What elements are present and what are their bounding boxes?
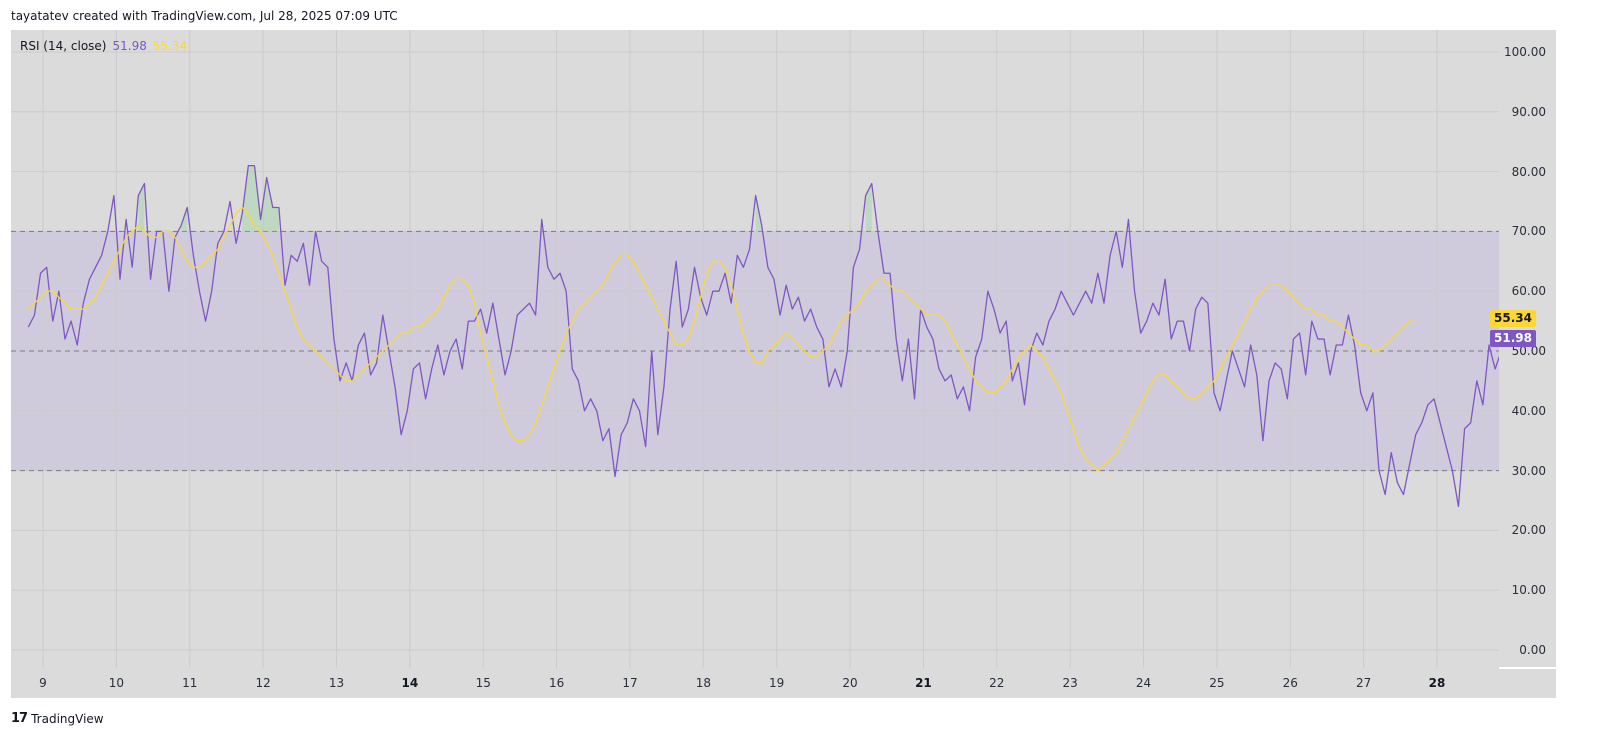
- price-tick-label: 50.00: [1511, 344, 1546, 358]
- legend-rsi-value: 51.98: [112, 39, 147, 53]
- price-tick-label: 70.00: [1511, 224, 1546, 239]
- time-tick-label: 23: [1062, 676, 1078, 690]
- time-tick-label: 27: [1356, 676, 1372, 690]
- price-tick-label: 30.00: [1511, 463, 1546, 478]
- time-tick-label: 21: [915, 676, 932, 690]
- axis-divider: [1499, 667, 1556, 669]
- attribution-header: tayatatev created with TradingView.com, …: [11, 9, 398, 23]
- time-tick-label: 25: [1209, 676, 1225, 690]
- time-tick-label: 28: [1428, 676, 1446, 690]
- brand-name: TradingView: [31, 711, 104, 726]
- tradingview-logo-icon: 17: [11, 711, 28, 726]
- rsi-plot: [11, 30, 1600, 668]
- time-tick-label: 14: [401, 676, 419, 690]
- indicator-legend[interactable]: RSI (14, close) 51.98 55.34: [20, 39, 187, 53]
- time-tick-label: 11: [182, 676, 198, 690]
- chart-pane[interactable]: RSI (14, close) 51.98 55.34: [11, 30, 1600, 668]
- time-tick-label: 13: [328, 676, 345, 690]
- rsi-value-badge: 51.98: [1490, 330, 1536, 347]
- time-tick-label: 24: [1135, 676, 1152, 690]
- price-axis[interactable]: 100.00 90.00 80.00 70.00 60.00 50.00 40.00 30.0…: [1499, 30, 1556, 698]
- ma-value-badge: 55.34: [1490, 310, 1536, 327]
- time-axis[interactable]: 9 10 11 12 13 14 15 16 17 18 19 20 21 22 23 24 25 26 27 28: [11, 668, 1499, 698]
- price-tick-label: 80.00: [1511, 164, 1546, 179]
- legend-name: RSI (14, close): [20, 39, 107, 53]
- time-tick-label: 20: [842, 676, 858, 690]
- time-tick-label: 15: [475, 676, 491, 690]
- time-tick-label: 10: [108, 676, 124, 690]
- price-tick-label: 0.00: [1519, 643, 1546, 657]
- price-tick-label: 40.00: [1511, 403, 1546, 418]
- rsi-ma-line: [27, 206, 1416, 472]
- time-tick-label: 19: [769, 676, 785, 690]
- price-tick-label: 90.00: [1511, 104, 1546, 119]
- legend-ma-value: 55.34: [152, 39, 188, 53]
- time-tick-label: 26: [1282, 676, 1298, 690]
- price-tick-label: 20.00: [1511, 523, 1546, 538]
- time-tick-label: 12: [255, 676, 271, 690]
- rsi-chart[interactable]: RSI (14, close) 51.98 55.34 100.00 90.00 80.…: [11, 30, 1600, 698]
- price-tick-label: 10.00: [1511, 583, 1546, 598]
- time-tick-label: 18: [695, 676, 711, 690]
- time-tick-label: 17: [622, 676, 638, 690]
- time-tick-label: 9: [39, 676, 47, 690]
- time-tick-label: 16: [548, 676, 565, 690]
- price-tick-label: 60.00: [1511, 284, 1546, 299]
- footer-brand[interactable]: 17 TradingView: [11, 711, 104, 726]
- price-tick-label: 100.00: [1504, 45, 1546, 59]
- time-tick-label: 22: [989, 676, 1005, 690]
